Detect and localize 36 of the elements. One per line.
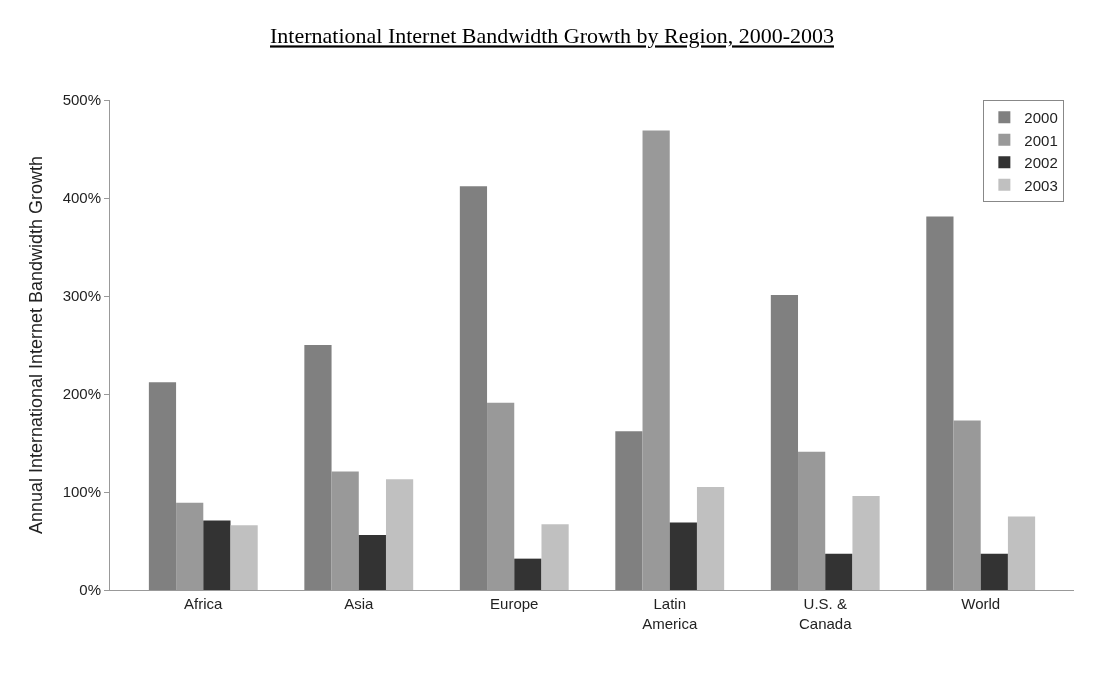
x-tick-label: Africa (184, 595, 224, 612)
y-tick-label: 400% (62, 189, 101, 207)
y-tick-label: 200% (62, 385, 101, 403)
x-tick-label: Asia (344, 595, 375, 612)
bar (852, 495, 880, 590)
bar (825, 553, 853, 590)
bar (514, 558, 542, 590)
bar (148, 382, 177, 590)
legend-label: 2001 (1024, 131, 1058, 149)
bar (230, 525, 258, 590)
y-tick-label: 0% (79, 581, 101, 599)
y-tick-label: 500% (62, 91, 101, 109)
y-tick-label: 100% (62, 483, 101, 501)
legend-label: 2000 (1024, 109, 1058, 127)
bar (696, 487, 725, 590)
bar (203, 520, 231, 590)
x-tick-label: World (961, 595, 1001, 612)
bar (541, 524, 569, 590)
bar (385, 479, 414, 590)
legend-label: 2002 (1024, 154, 1058, 172)
x-tick-label: Europe (490, 595, 539, 612)
bar (1007, 516, 1036, 590)
bar (304, 345, 332, 590)
legend-label: 2003 (1024, 176, 1058, 194)
y-tick-label: 300% (62, 287, 101, 305)
bar (358, 535, 386, 590)
bar (926, 216, 954, 590)
y-axis-title: Annual International Internet Bandwidth Growth (25, 155, 46, 535)
bar (615, 431, 643, 590)
x-tick-label: Latin America (642, 595, 698, 632)
bar (669, 522, 697, 590)
x-tick-label: U.S. & Canada (798, 595, 853, 632)
bar (980, 553, 1008, 590)
bar (459, 186, 488, 590)
bar (770, 295, 799, 590)
chart-title: International Internet Bandwidth Growth by Region, 2000-2003 (270, 23, 834, 49)
